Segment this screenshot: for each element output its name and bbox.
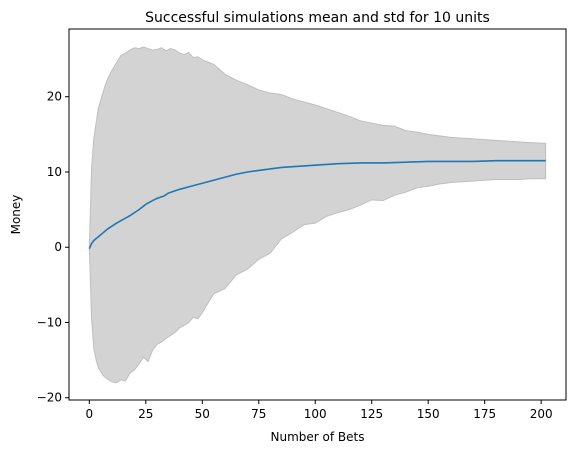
y-tick-label: 20 xyxy=(47,90,62,104)
x-axis-label: Number of Bets xyxy=(271,430,365,444)
y-tick-label: 10 xyxy=(47,165,62,179)
x-tick-label: 0 xyxy=(86,407,94,421)
x-tick-label: 100 xyxy=(304,407,327,421)
plot-frame xyxy=(68,28,567,401)
x-tick-label: 200 xyxy=(530,407,553,421)
y-axis-label: Money xyxy=(9,195,23,235)
x-tick-label: 125 xyxy=(360,407,383,421)
x-tick-label: 50 xyxy=(195,407,210,421)
chart-title: Successful simulations mean and std for … xyxy=(145,10,490,26)
y-axis-ticks: −20 −10 0 10 20 xyxy=(37,90,69,405)
y-tick-label: 0 xyxy=(54,240,62,254)
mean-line xyxy=(88,159,546,250)
x-tick-label: 25 xyxy=(138,407,153,421)
x-axis-ticks: 0 25 50 75 100 125 150 175 200 xyxy=(86,400,553,421)
x-tick-label: 175 xyxy=(473,407,496,421)
x-tick-label: 150 xyxy=(417,407,440,421)
y-tick-label: −10 xyxy=(37,315,62,329)
y-tick-label: −20 xyxy=(37,391,62,405)
x-tick-label: 75 xyxy=(251,407,266,421)
